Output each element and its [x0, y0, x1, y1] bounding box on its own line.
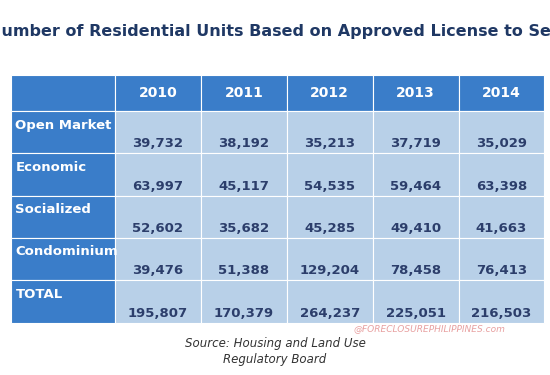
- Bar: [459, 195, 544, 238]
- Text: 2012: 2012: [310, 86, 349, 100]
- Text: 225,051: 225,051: [386, 307, 446, 320]
- Text: Regulatory Board: Regulatory Board: [223, 354, 327, 366]
- Bar: [201, 153, 287, 195]
- Bar: [11, 238, 115, 280]
- Bar: [201, 195, 287, 238]
- Bar: [115, 75, 201, 111]
- Text: 2011: 2011: [224, 86, 263, 100]
- Bar: [115, 195, 201, 238]
- Text: 51,388: 51,388: [218, 264, 270, 278]
- Bar: [373, 75, 459, 111]
- Text: @FORECLOSUREPHILIPPINES.com: @FORECLOSUREPHILIPPINES.com: [353, 324, 505, 333]
- Text: TOTAL: TOTAL: [15, 288, 63, 301]
- Bar: [373, 153, 459, 195]
- Text: 129,204: 129,204: [300, 264, 360, 278]
- Text: Number of Residential Units Based on Approved License to Sell: Number of Residential Units Based on App…: [0, 24, 550, 39]
- Text: 216,503: 216,503: [471, 307, 532, 320]
- Text: 49,410: 49,410: [390, 222, 441, 235]
- Bar: [373, 195, 459, 238]
- Text: 63,997: 63,997: [133, 180, 184, 193]
- Text: 37,719: 37,719: [390, 137, 441, 150]
- Text: 78,458: 78,458: [390, 264, 441, 278]
- Bar: [287, 238, 373, 280]
- Text: 2013: 2013: [397, 86, 435, 100]
- Text: Open Market: Open Market: [15, 118, 112, 132]
- Text: Condominium: Condominium: [15, 246, 118, 258]
- Bar: [11, 75, 115, 111]
- Bar: [287, 111, 373, 153]
- Text: 63,398: 63,398: [476, 180, 527, 193]
- Bar: [115, 280, 201, 322]
- Text: 35,029: 35,029: [476, 137, 527, 150]
- Text: 2010: 2010: [139, 86, 177, 100]
- Bar: [201, 280, 287, 322]
- Bar: [11, 153, 115, 195]
- Bar: [459, 75, 544, 111]
- Text: 59,464: 59,464: [390, 180, 441, 193]
- Text: 2014: 2014: [482, 86, 521, 100]
- Text: Socialized: Socialized: [15, 203, 91, 216]
- Text: 39,732: 39,732: [133, 137, 184, 150]
- Bar: [373, 280, 459, 322]
- Text: 38,192: 38,192: [218, 137, 270, 150]
- Text: 264,237: 264,237: [300, 307, 360, 320]
- Bar: [115, 111, 201, 153]
- Text: 45,285: 45,285: [304, 222, 355, 235]
- Text: 35,213: 35,213: [304, 137, 355, 150]
- Bar: [11, 195, 115, 238]
- Text: 35,682: 35,682: [218, 222, 270, 235]
- Bar: [201, 111, 287, 153]
- Bar: [11, 111, 115, 153]
- Bar: [201, 238, 287, 280]
- Bar: [373, 238, 459, 280]
- Bar: [459, 153, 544, 195]
- Text: Source: Housing and Land Use: Source: Housing and Land Use: [185, 337, 365, 350]
- Bar: [115, 153, 201, 195]
- Text: 195,807: 195,807: [128, 307, 188, 320]
- Bar: [115, 238, 201, 280]
- Bar: [287, 153, 373, 195]
- Text: 54,535: 54,535: [304, 180, 355, 193]
- Bar: [287, 195, 373, 238]
- Bar: [11, 280, 115, 322]
- Text: 170,379: 170,379: [214, 307, 274, 320]
- Text: 52,602: 52,602: [133, 222, 184, 235]
- Bar: [201, 75, 287, 111]
- Bar: [459, 280, 544, 322]
- Text: 41,663: 41,663: [476, 222, 527, 235]
- Bar: [459, 111, 544, 153]
- Text: Economic: Economic: [15, 161, 86, 174]
- Bar: [373, 111, 459, 153]
- Text: 39,476: 39,476: [133, 264, 184, 278]
- Bar: [287, 75, 373, 111]
- Text: 76,413: 76,413: [476, 264, 527, 278]
- Text: 45,117: 45,117: [218, 180, 270, 193]
- Bar: [287, 280, 373, 322]
- Bar: [459, 238, 544, 280]
